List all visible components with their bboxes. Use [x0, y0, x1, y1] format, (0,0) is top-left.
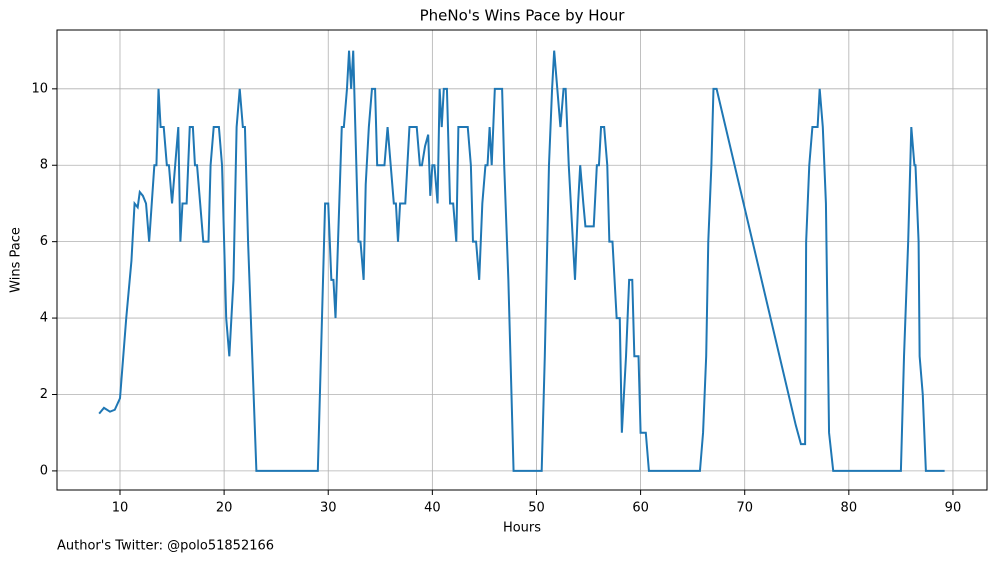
y-tick-label: 10	[31, 81, 48, 96]
y-tick-label: 8	[40, 158, 48, 173]
y-tick-label: 2	[40, 387, 48, 402]
y-tick-label: 6	[40, 234, 48, 249]
footnote: Author's Twitter: @polo51852166	[57, 539, 274, 554]
y-axis-label: Wins Pace	[9, 227, 24, 293]
x-tick-label: 80	[841, 501, 858, 516]
x-tick-label: 50	[528, 501, 545, 516]
chart-title: PheNo's Wins Pace by Hour	[420, 7, 626, 25]
x-tick-label: 90	[945, 501, 962, 516]
x-axis-label: Hours	[503, 521, 541, 536]
x-tick-label: 40	[424, 501, 441, 516]
x-tick-label: 70	[736, 501, 753, 516]
plot-frame	[56, 29, 988, 491]
x-tick-label: 30	[320, 501, 337, 516]
y-tick-label: 4	[40, 311, 48, 326]
y-tick-label: 0	[40, 463, 48, 478]
data-line	[98, 50, 945, 472]
x-tick-label: 20	[216, 501, 233, 516]
x-tick-label: 60	[632, 501, 649, 516]
x-tick-label: 10	[112, 501, 129, 516]
